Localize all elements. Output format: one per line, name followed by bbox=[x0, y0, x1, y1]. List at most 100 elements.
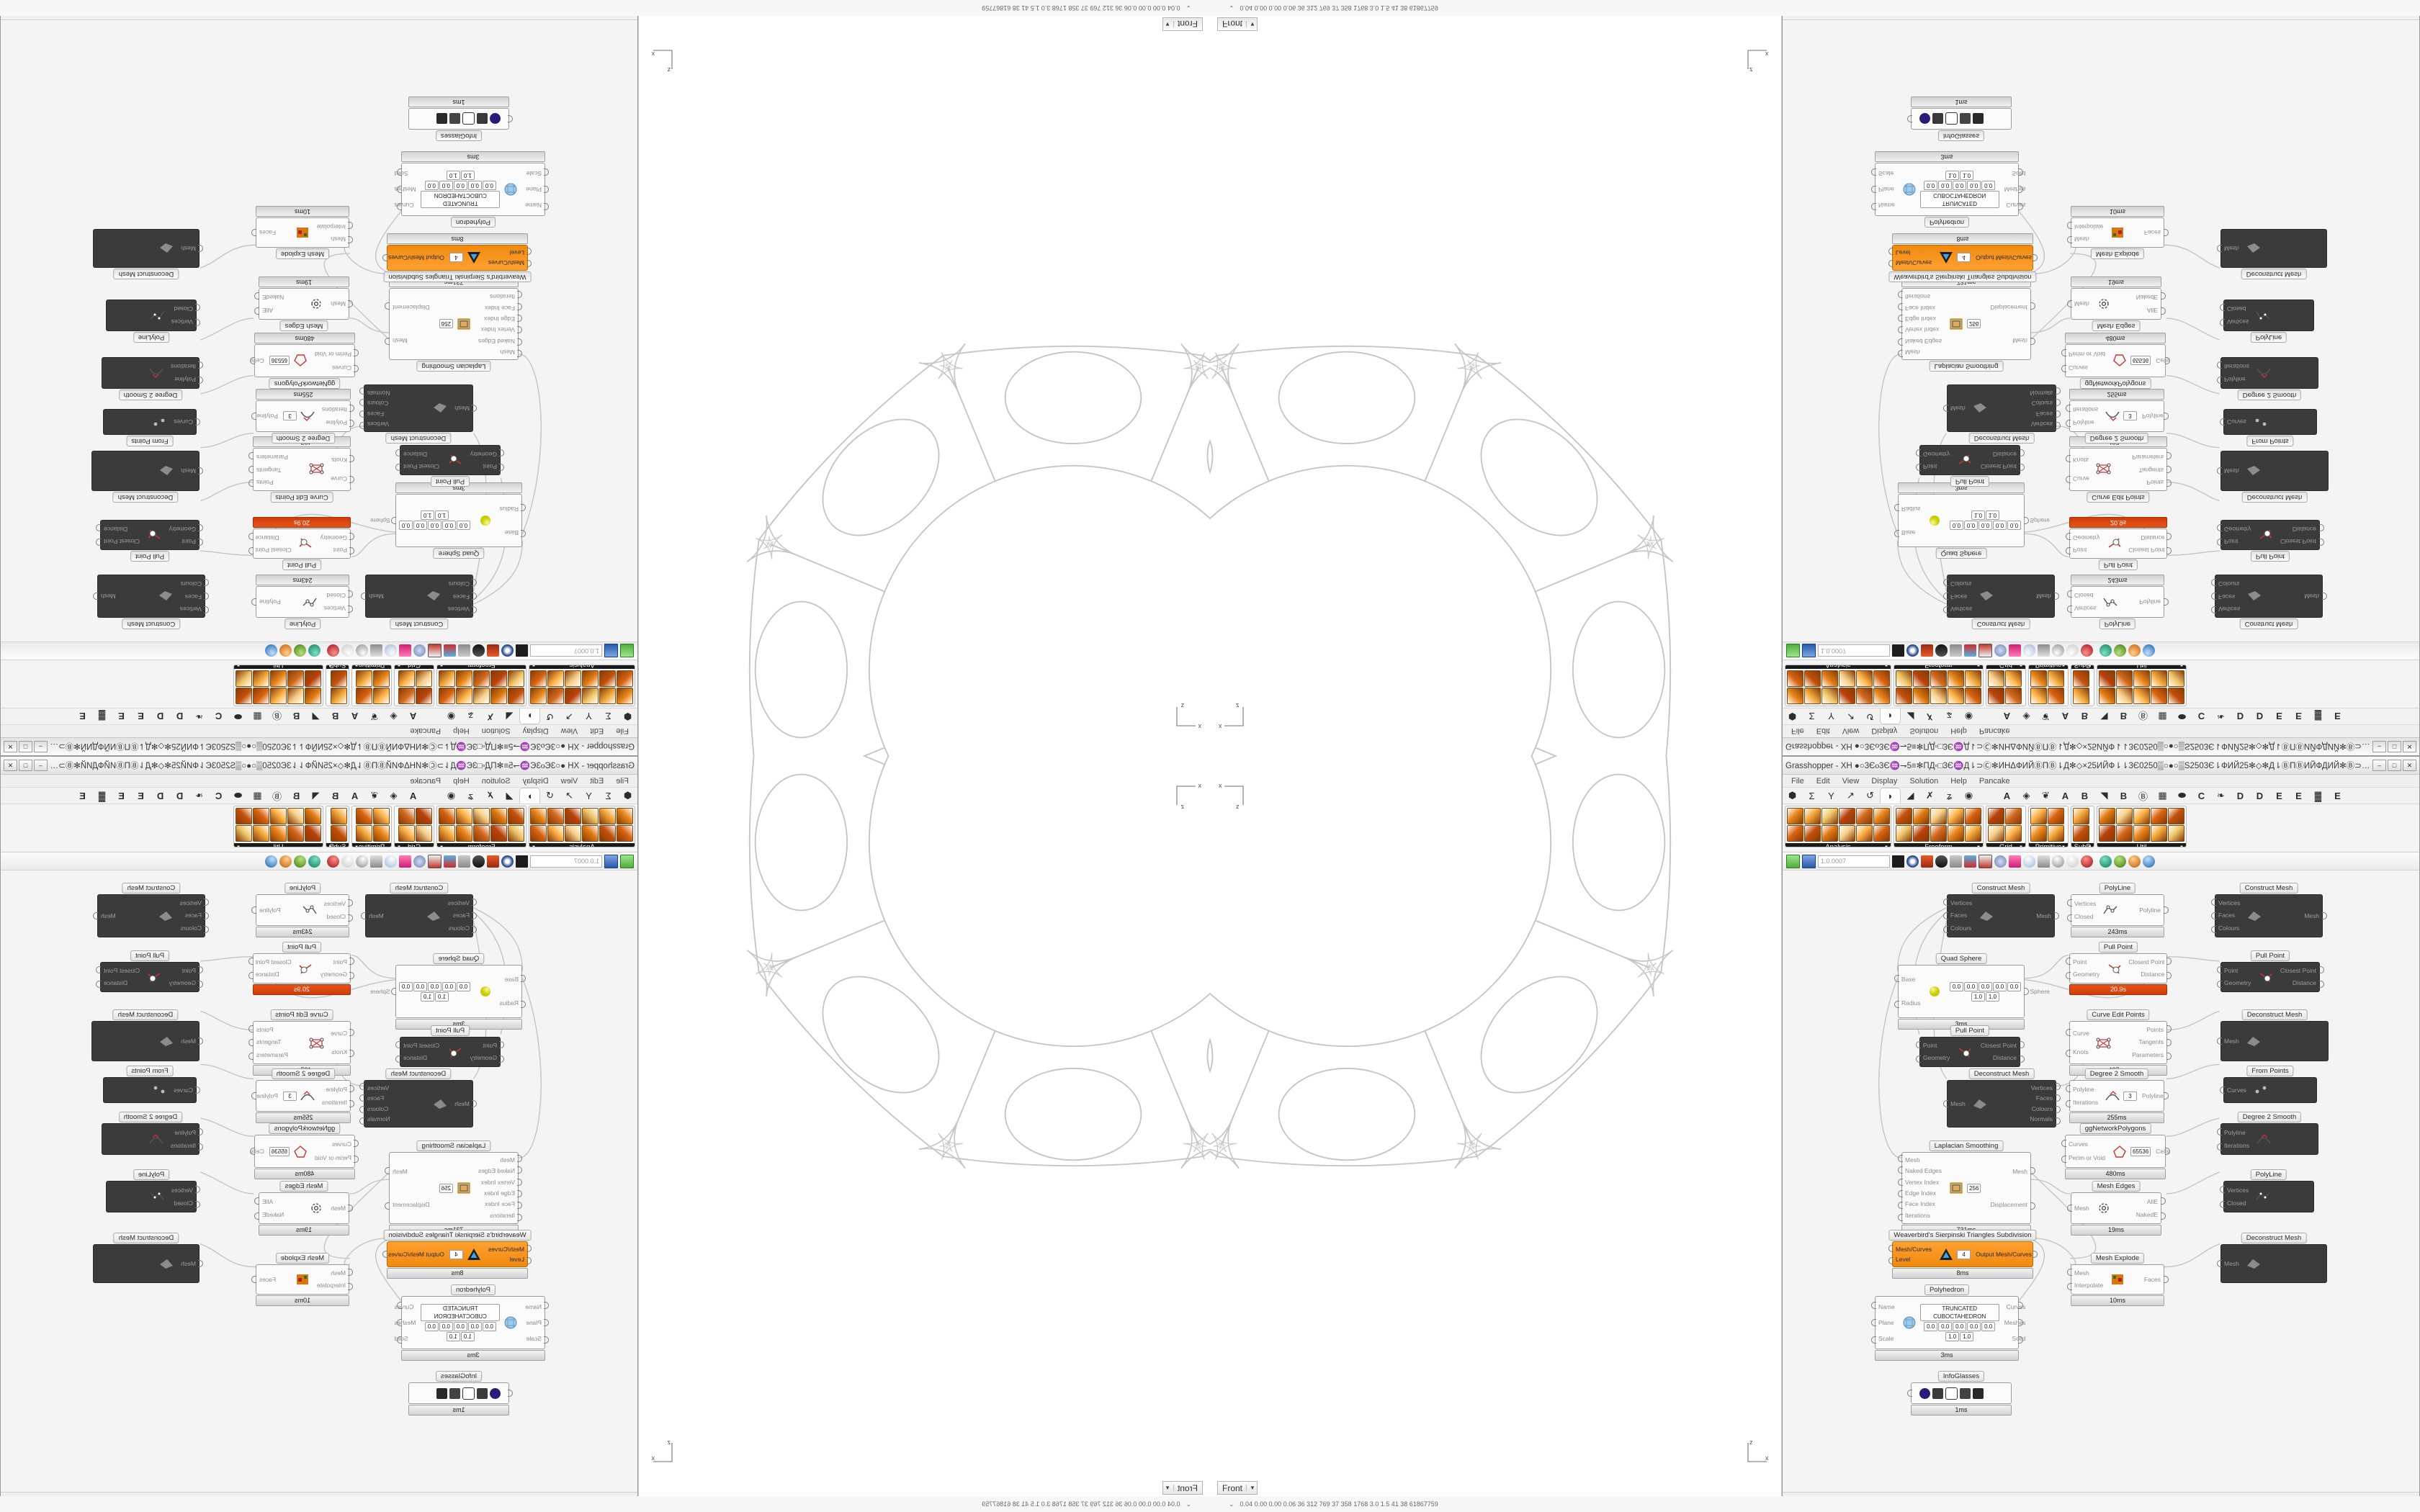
component-icon[interactable] bbox=[287, 808, 304, 824]
parameter-value[interactable]: 256 bbox=[1967, 319, 1981, 329]
node-polyline-2[interactable]: PolyLine Vertices Closed bbox=[106, 300, 200, 345]
component-icon[interactable] bbox=[1988, 808, 2004, 824]
output-pin[interactable]: Polyline bbox=[256, 413, 279, 420]
parameter-value[interactable]: 3 bbox=[283, 1091, 297, 1101]
output-pin[interactable]: Mesh bbox=[393, 1167, 408, 1175]
component-icon[interactable] bbox=[1948, 825, 1964, 842]
output-ports[interactable] bbox=[2054, 575, 2059, 617]
node-caption[interactable]: Degree 2 Smooth bbox=[2237, 1112, 2302, 1122]
ribbon-group-icons[interactable] bbox=[2097, 806, 2186, 843]
category-intersect[interactable]: ✗ bbox=[486, 790, 494, 801]
input-ports[interactable] bbox=[354, 345, 359, 377]
component-icon[interactable] bbox=[547, 688, 564, 704]
node-caption[interactable]: Pull Point bbox=[2098, 942, 2138, 953]
output-pin[interactable]: Closest Point bbox=[2280, 538, 2316, 545]
parameter-value[interactable]: 1.0 bbox=[1960, 1332, 1974, 1341]
component-icon[interactable] bbox=[2133, 825, 2150, 842]
input-pin[interactable]: Mesh bbox=[2224, 1037, 2239, 1045]
input-pin[interactable]: Name bbox=[525, 202, 542, 210]
node-body[interactable]: Point Geometry Closest Point Distance bbox=[395, 1037, 504, 1067]
node-body[interactable] bbox=[408, 108, 513, 130]
category-curve[interactable]: ↺ bbox=[1866, 711, 1874, 722]
grasshopper-window[interactable]: Grasshopper - XH ●○3Єⲟ3Є♒⇁5≡✻ΠД▫□3Є♒Д⇂⊃Ⓒ… bbox=[0, 756, 638, 1512]
component-icon[interactable] bbox=[416, 688, 432, 704]
node-body[interactable]: Vertices Faces Colours Mesh bbox=[361, 575, 477, 618]
input-pin[interactable]: Perim or Void bbox=[2069, 1154, 2106, 1161]
input-pin[interactable]: Faces bbox=[452, 593, 470, 600]
input-ports[interactable] bbox=[198, 230, 203, 267]
input-ports[interactable] bbox=[349, 401, 354, 431]
input-ports[interactable] bbox=[198, 521, 203, 549]
ribbon-group-label[interactable]: Grid ▼ bbox=[1986, 843, 2025, 847]
output-pin[interactable]: Tangents bbox=[256, 1038, 282, 1046]
output-pin[interactable]: Closest Point bbox=[2280, 967, 2316, 974]
output-pin[interactable]: Mesh bbox=[2012, 337, 2027, 345]
output-pin[interactable]: Closest Point bbox=[104, 538, 140, 545]
input-ports[interactable] bbox=[517, 1153, 522, 1223]
input-pin[interactable]: Faces bbox=[1950, 912, 1968, 919]
viewport-view-dropdown[interactable]: Front ▼ bbox=[1162, 1481, 1203, 1495]
component-category-tabs[interactable]: ⬢ Σ Υ ↗ ↺ ◗ ◢ ✗ ʑ ◉ A ◈ ❦ A B ◥ B Ⓑ ▦ ⬬ C ❧ D D E E ▓ E bbox=[1783, 788, 2419, 804]
category-params[interactable]: ⬢ bbox=[623, 711, 632, 722]
output-pin[interactable]: Output Mesh/Curves bbox=[387, 1250, 444, 1258]
input-pin[interactable]: Vertices bbox=[2227, 1186, 2249, 1194]
output-ports[interactable] bbox=[2164, 1265, 2169, 1294]
chevron-down-icon[interactable]: ▼ bbox=[397, 665, 401, 667]
component-icon[interactable] bbox=[508, 808, 524, 824]
parameter-value[interactable]: 0.0 bbox=[1949, 981, 1963, 991]
viewport-geometry-area[interactable]: x z x z bbox=[1210, 0, 1781, 756]
input-ports[interactable] bbox=[2217, 451, 2222, 490]
ribbon-group-label[interactable]: Freeform ▼ bbox=[437, 665, 526, 669]
node-body[interactable]: Vertices Closed bbox=[106, 300, 200, 331]
node-infoglasses[interactable]: InfoGlasses 1ms bbox=[408, 96, 513, 143]
category-d1[interactable]: D bbox=[2236, 790, 2244, 801]
input-ports[interactable] bbox=[1894, 495, 1899, 546]
rhino-viewport-panel[interactable]: x z x z Rhino Viewport Front ▼ bbox=[638, 756, 1210, 1512]
component-icon[interactable] bbox=[1965, 808, 1981, 824]
input-ports[interactable] bbox=[2217, 1245, 2222, 1282]
input-pin[interactable]: Geometry bbox=[470, 1054, 497, 1061]
node-body[interactable]: Vertices Closed Polyline bbox=[2067, 894, 2169, 926]
input-ports[interactable] bbox=[2217, 230, 2222, 267]
ribbon-group-label[interactable]: Freeform ▼ bbox=[1894, 665, 1983, 669]
category-pancake[interactable]: ⬬ bbox=[2177, 790, 2187, 801]
color-olive-icon[interactable] bbox=[294, 644, 306, 657]
component-icon[interactable] bbox=[373, 688, 390, 704]
grasshopper-window[interactable]: Grasshopper - XH ●○3Єⲟ3Є♒⇁5≡✻ΠД▫□3Є♒Д⇂⊃Ⓒ… bbox=[1782, 0, 2420, 756]
input-ports[interactable] bbox=[2217, 1022, 2222, 1061]
category-e3[interactable]: ▓ bbox=[98, 790, 106, 801]
input-pin[interactable]: Plane bbox=[1878, 186, 1894, 194]
category-e4[interactable]: E bbox=[79, 711, 86, 722]
component-icon[interactable] bbox=[305, 688, 321, 704]
component-icon[interactable] bbox=[2133, 670, 2150, 687]
output-pin[interactable]: Output Mesh/Curves bbox=[1976, 254, 2033, 262]
component-icon[interactable] bbox=[1856, 670, 1873, 687]
node-body[interactable]: Mesh bbox=[2217, 1021, 2329, 1061]
output-ports[interactable] bbox=[2024, 966, 2029, 1017]
output-pin[interactable]: Faces bbox=[367, 410, 385, 418]
ribbon-group-icons[interactable] bbox=[2071, 806, 2094, 843]
component-icon[interactable] bbox=[2073, 688, 2089, 704]
node-caption[interactable]: Pull Point bbox=[2250, 551, 2290, 562]
category-c2[interactable]: ❧ bbox=[195, 790, 203, 801]
node-body[interactable]: Mesh/Curves Level 4 Output Mesh/Curves bbox=[1888, 1241, 2038, 1267]
input-pin[interactable]: Level bbox=[509, 249, 524, 257]
color-olive-icon[interactable] bbox=[2114, 855, 2126, 868]
ribbon-group-icons[interactable] bbox=[1785, 669, 1891, 706]
input-pin[interactable]: Colours bbox=[448, 924, 470, 932]
parameter-value[interactable]: 256 bbox=[439, 319, 453, 329]
component-icon[interactable] bbox=[456, 670, 472, 687]
output-pin[interactable]: Faces bbox=[367, 1094, 385, 1102]
node-caption[interactable]: PolyLine bbox=[133, 332, 170, 343]
category-b1[interactable]: B bbox=[2081, 711, 2089, 722]
node-mesh-explode[interactable]: Mesh Explode Mesh Interpolate Faces 10ms bbox=[2067, 1251, 2169, 1306]
node-caption[interactable]: Quad Sphere bbox=[433, 548, 485, 559]
input-ports[interactable] bbox=[1871, 1297, 1876, 1349]
parameter-value[interactable]: 0.0 bbox=[1978, 521, 1992, 531]
component-category-tabs[interactable]: ⬢ Σ Υ ↗ ↺ ◗ ◢ ✗ ʑ ◉ A ◈ ❦ A B ◥ B Ⓑ ▦ ⬬ C ❧ D D E E ▓ E bbox=[1, 708, 637, 724]
component-icon[interactable] bbox=[2048, 670, 2064, 687]
node-caption[interactable]: Construct Mesh bbox=[390, 618, 449, 629]
output-pin[interactable]: Colours bbox=[367, 400, 389, 408]
ribbon-group-label[interactable]: Analysis ▼ bbox=[1785, 843, 1891, 847]
component-icon[interactable] bbox=[2030, 670, 2047, 687]
